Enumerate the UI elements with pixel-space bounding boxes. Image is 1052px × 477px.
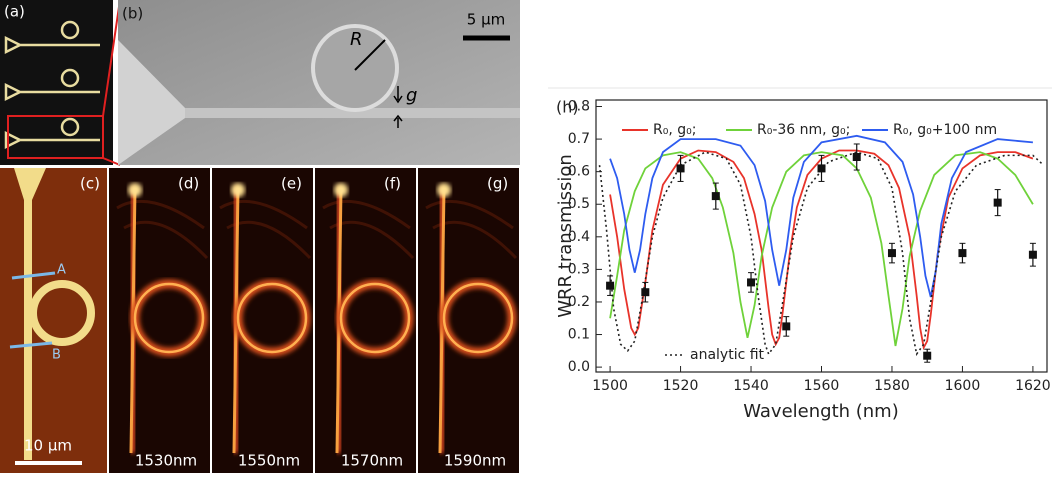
scale-label: 10 µm <box>24 437 72 455</box>
zoom-lines <box>102 0 121 166</box>
legend-label: R₀, g₀+100 nm <box>893 122 997 138</box>
series-line <box>598 151 1045 357</box>
data-point <box>782 322 791 331</box>
data-point <box>676 164 685 173</box>
panel-label: (d) <box>178 175 199 193</box>
ring <box>29 280 95 346</box>
scale-label: 5 µm <box>467 11 505 29</box>
x-tick-label: 1620 <box>1015 378 1051 394</box>
y-tick-label: 0.4 <box>568 229 590 245</box>
legend-label: analytic fit <box>690 347 765 363</box>
panel-label: (c) <box>80 175 100 193</box>
data-point <box>1028 250 1037 259</box>
data-point <box>852 153 861 162</box>
x-tick-label: 1520 <box>663 378 699 394</box>
y-tick-label: 0.3 <box>568 261 590 277</box>
x-tick-label: 1500 <box>592 378 628 394</box>
x-tick-label: 1600 <box>945 378 981 394</box>
x-tick-label: 1560 <box>804 378 840 394</box>
data-point <box>923 351 932 360</box>
panel-label: (f) <box>384 175 401 193</box>
ring <box>311 24 399 112</box>
y-tick-label: 0.1 <box>568 327 590 343</box>
x-tick-label: 1580 <box>874 378 910 394</box>
data-point <box>606 281 615 290</box>
data-point <box>958 249 967 258</box>
cut-label: A <box>57 263 66 278</box>
series-line <box>609 149 1034 351</box>
series-line <box>609 151 1034 347</box>
y-tick-label: 0.8 <box>568 99 590 115</box>
y-tick-label: 0.0 <box>568 359 590 375</box>
panel-label: (e) <box>281 175 302 193</box>
wavelength-label: 1530nm <box>135 452 197 470</box>
wavelength-label: 1590nm <box>444 452 506 470</box>
panel-label: (b) <box>122 5 143 23</box>
plot-frame <box>595 99 1048 373</box>
legend-label: R₀-36 nm, g₀; <box>757 122 850 138</box>
legend-label: R₀, g₀; <box>653 122 696 138</box>
panel-label: (h) <box>556 98 579 117</box>
cut-label: B <box>52 348 61 363</box>
y-tick-label: 0.5 <box>568 196 590 212</box>
data-point <box>993 198 1002 207</box>
y-tick-label: 0.2 <box>568 294 590 310</box>
y-axis-title: WRR transmission <box>555 154 576 318</box>
wavelength-label: 1550nm <box>238 452 300 470</box>
ring-devices <box>4 20 100 150</box>
data-point <box>747 278 756 287</box>
series-line <box>609 134 1033 298</box>
x-tick-label: 1540 <box>733 378 769 394</box>
panel-a <box>0 0 113 165</box>
data-point <box>817 164 826 173</box>
wavelength-label: 1570nm <box>341 452 403 470</box>
radius-label: R <box>350 29 363 50</box>
panel-label: (a) <box>4 3 25 21</box>
x-axis-title: Wavelength (nm) <box>743 401 899 422</box>
panel-label: (g) <box>487 175 508 193</box>
y-tick-label: 0.7 <box>568 131 590 147</box>
gap-label: g <box>406 85 417 106</box>
data-point <box>711 192 720 201</box>
y-tick-label: 0.6 <box>568 164 590 180</box>
data-point <box>641 288 650 297</box>
highlight-box <box>7 115 104 159</box>
data-point <box>887 249 896 258</box>
